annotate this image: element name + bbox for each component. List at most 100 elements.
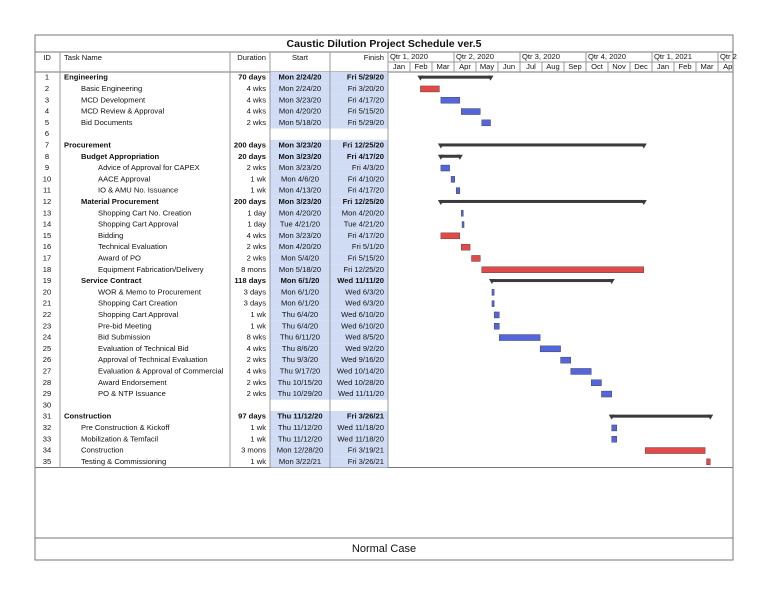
task-finish: Fri 4/17/20: [347, 152, 384, 161]
task-bar: [601, 390, 612, 398]
task-name: Technical Evaluation: [98, 242, 167, 251]
task-id: 11: [43, 186, 51, 195]
task-finish: Fri 3/26/21: [347, 412, 385, 421]
task-start: Mon 6/1/20: [281, 299, 319, 308]
task-name: IO & AMU No. Issuance: [98, 186, 178, 195]
task-start: Mon 3/23/20: [279, 95, 321, 104]
task-finish: Fri 4/17/20: [348, 95, 384, 104]
task-duration: 2 wks: [247, 378, 267, 387]
task-start: Thu 11/12/20: [277, 412, 322, 421]
column-header: Duration: [237, 53, 266, 62]
task-id: 14: [43, 220, 51, 229]
task-name: PO & NTP Issuance: [98, 389, 166, 398]
column-header: Task Name: [64, 53, 102, 62]
task-name: Mobilization & Temfacil: [81, 434, 158, 443]
month-label: Mar: [700, 62, 714, 71]
task-duration: 4 wks: [247, 344, 267, 353]
month-label: Jan: [393, 62, 405, 71]
task-name: Evaluation & Approval of Commercial: [98, 366, 224, 375]
task-id: 7: [45, 140, 49, 149]
summary-end: [707, 414, 714, 420]
date-cell-bg: [270, 207, 388, 219]
task-finish: Wed 8/5/20: [345, 333, 384, 342]
task-finish: Fri 3/26/21: [348, 457, 384, 466]
task-duration: 2 wks: [247, 355, 267, 364]
task-bar: [455, 187, 461, 194]
task-duration: 4 wks: [247, 95, 267, 104]
date-cell-bg: [270, 309, 388, 321]
task-finish: Wed 10/28/20: [337, 378, 384, 387]
column-header: ID: [43, 53, 51, 62]
task-name: Bid Documents: [81, 118, 133, 127]
task-finish: Wed 6/3/20: [345, 299, 384, 308]
task-name: Shopping Cart Approval: [98, 310, 179, 319]
task-id: 16: [43, 242, 51, 251]
task-name: Pre-bid Meeting: [98, 321, 152, 330]
quarter-label: Qtr 3, 2020: [522, 52, 560, 61]
task-duration: 20 days: [238, 152, 266, 161]
summary-bar: [491, 279, 612, 283]
task-finish: Wed 6/10/20: [341, 321, 384, 330]
task-id: 8: [45, 152, 49, 161]
date-cell-bg: [270, 331, 388, 344]
task-id: 21: [43, 299, 51, 308]
task-id: 18: [43, 265, 51, 274]
task-finish: Fri 5/15/20: [348, 253, 384, 262]
task-finish: Wed 9/2/20: [345, 344, 384, 353]
task-duration: 2 wks: [247, 118, 267, 127]
task-id: 30: [43, 400, 51, 409]
task-name: MCD Review & Approval: [81, 107, 164, 116]
task-duration: 4 wks: [247, 84, 267, 93]
date-cell-bg: [270, 264, 388, 276]
task-bar: [493, 311, 500, 319]
task-finish: Wed 9/16/20: [341, 355, 384, 364]
task-finish: Fri 5/15/20: [348, 107, 384, 116]
task-duration: 4 wks: [247, 107, 267, 116]
task-duration: 1 wk: [250, 310, 266, 319]
task-id: 2: [45, 84, 49, 93]
task-id: 13: [43, 208, 51, 217]
task-id: 9: [45, 163, 49, 172]
month-label: Sep: [568, 62, 582, 71]
date-cell-bg: [270, 196, 388, 208]
task-bar: [461, 108, 481, 115]
task-duration: 3 days: [244, 299, 267, 308]
task-bar: [570, 368, 592, 375]
task-id: 10: [43, 174, 51, 183]
task-start: Mon 6/1/20: [281, 287, 319, 296]
task-duration: 97 days: [238, 412, 266, 421]
date-cell-bg: [270, 411, 388, 423]
task-id: 29: [43, 389, 51, 398]
task-duration: 8 wks: [247, 333, 267, 342]
task-bar: [539, 345, 561, 353]
task-bar: [481, 119, 491, 127]
task-finish: Wed 11/18/20: [337, 423, 384, 432]
task-finish: Tue 4/21/20: [344, 220, 384, 229]
task-bar: [491, 289, 495, 296]
task-start: Thu 11/12/20: [278, 434, 322, 443]
task-bar: [481, 266, 644, 273]
task-start: Mon 4/6/20: [281, 174, 319, 183]
month-label: Jun: [503, 62, 515, 71]
task-id: 19: [43, 276, 51, 285]
column-header: Finish: [364, 53, 384, 62]
task-bar: [461, 210, 464, 217]
task-bar: [611, 436, 617, 443]
month-label: Jan: [657, 62, 669, 71]
task-finish: Wed 11/11/20: [338, 389, 384, 398]
task-id: 4: [45, 107, 49, 116]
task-name: Engineering: [64, 73, 108, 82]
task-id: 5: [45, 118, 49, 127]
date-cell-bg: [270, 72, 388, 84]
date-cell-bg: [270, 444, 388, 457]
task-start: Mon 3/23/20: [279, 231, 321, 240]
task-start: Mon 6/1/20: [281, 276, 320, 285]
month-label: May: [480, 62, 495, 71]
task-name: WOR & Memo to Procurement: [98, 287, 202, 296]
date-cell-bg: [270, 298, 388, 310]
task-start: Mon 3/23/20: [278, 140, 321, 149]
date-cell-bg: [270, 218, 388, 231]
task-id: 3: [45, 95, 49, 104]
date-cell-bg: [270, 343, 388, 355]
